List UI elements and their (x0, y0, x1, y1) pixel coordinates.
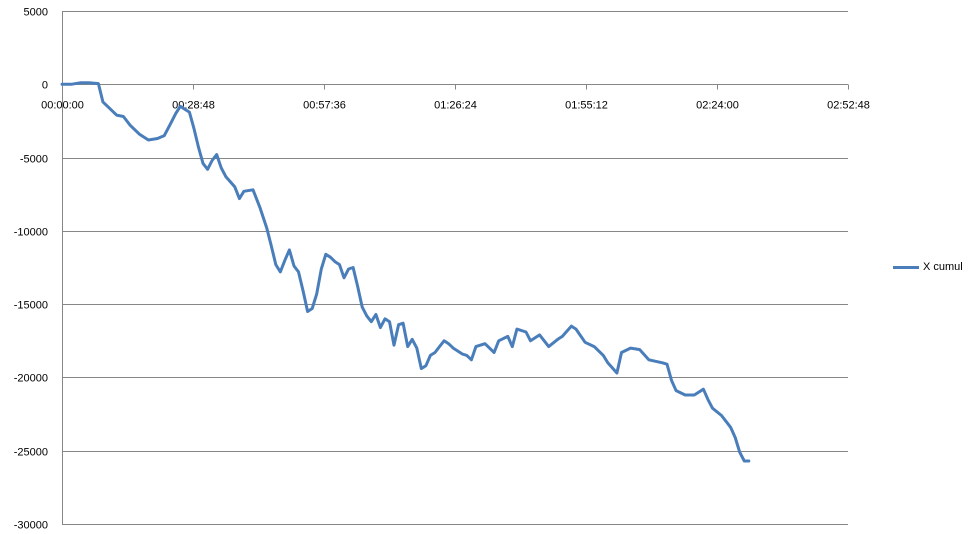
y-tick-label: -30000 (14, 520, 48, 532)
y-tick-label: -20000 (14, 373, 48, 385)
legend-label: X cumul (923, 261, 963, 273)
x-tick-label: 00:00:00 (41, 100, 84, 112)
y-tick-label: 5000 (24, 7, 48, 19)
x-tick-label: 01:55:12 (565, 100, 608, 112)
x-axis-tick-labels: 00:00:00 00:28:48 00:57:36 01:26:24 01:55:12… (41, 100, 870, 112)
y-tick-label: -5000 (20, 154, 48, 166)
series-line-x-cumul (60, 81, 751, 463)
x-axis-ticks (62, 84, 849, 90)
x-tick-label: 01:26:24 (434, 100, 477, 112)
x-tick-label: 00:57:36 (303, 100, 346, 112)
x-tick-label: 02:52:48 (827, 100, 870, 112)
y-axis-tick-labels: 5000 0 -5000 -10000 -15000 -20000 -25000 -30000 (14, 7, 48, 532)
y-tick-label: -15000 (14, 300, 48, 312)
x-tick-label: 02:24:00 (696, 100, 739, 112)
y-tick-label: -10000 (14, 227, 48, 239)
y-tick-label: -25000 (14, 447, 48, 459)
y-tick-label: 0 (42, 80, 48, 92)
legend-swatch (893, 265, 919, 269)
legend: X cumul (893, 261, 963, 273)
